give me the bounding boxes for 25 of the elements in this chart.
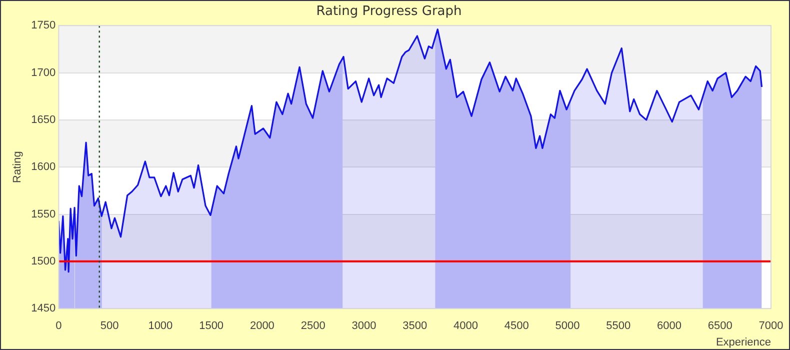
x-tick-label: 3000 [352,320,376,332]
x-tick-label: 0 [56,320,62,332]
x-tick-label: 1500 [199,320,224,332]
y-tick-label: 1600 [31,161,56,174]
x-tick-label: 5000 [555,320,580,332]
y-tick-label: 1450 [31,302,56,315]
y-tick-label: 1700 [31,66,56,79]
x-tick-label: 4500 [504,320,529,332]
chart-title: Rating Progress Graph [316,4,462,20]
x-tick-label: 2500 [300,320,326,332]
x-tick-label: 6000 [656,320,682,332]
x-tick-label: 5500 [606,320,631,332]
x-tick-label: 2000 [250,320,274,332]
y-tick-label: 1500 [31,255,56,268]
x-tick-label: 500 [100,320,119,332]
x-tick-label: 7000 [758,320,784,332]
y-tick-label: 1650 [31,114,56,126]
x-tick-label: 4000 [453,320,478,332]
x-tick-label: 6500 [708,320,732,332]
x-tick-label: 3500 [402,320,428,332]
x-tick-label: 1000 [148,320,173,332]
x-axis-title: Experience [716,336,771,348]
y-axis-title: Rating [12,151,24,183]
y-tick-label: 1550 [31,208,56,220]
y-tick-label: 1750 [31,20,56,32]
